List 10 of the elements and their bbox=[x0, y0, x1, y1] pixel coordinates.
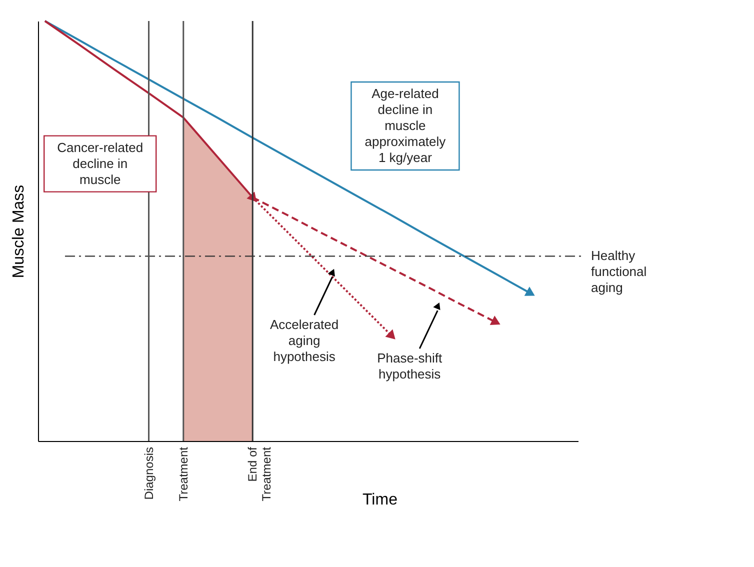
annotation: Cancer-related decline in muscle bbox=[57, 140, 144, 187]
x-tick-label: Treatment bbox=[176, 446, 190, 502]
ref-line-label: Healthy functional aging bbox=[591, 248, 647, 296]
annotation: Age-related decline in muscle approximately 1 kg/year bbox=[364, 86, 446, 165]
annotation: Phase-shift hypothesis bbox=[377, 350, 442, 382]
x-axis-title: Time bbox=[362, 492, 398, 508]
x-tick-label: Diagnosis bbox=[142, 447, 156, 500]
y-axis-title: Muscle Mass bbox=[10, 184, 28, 278]
annotation: Accelerated aging hypothesis bbox=[270, 317, 339, 364]
x-tick-label: End of Treatment bbox=[246, 446, 274, 502]
